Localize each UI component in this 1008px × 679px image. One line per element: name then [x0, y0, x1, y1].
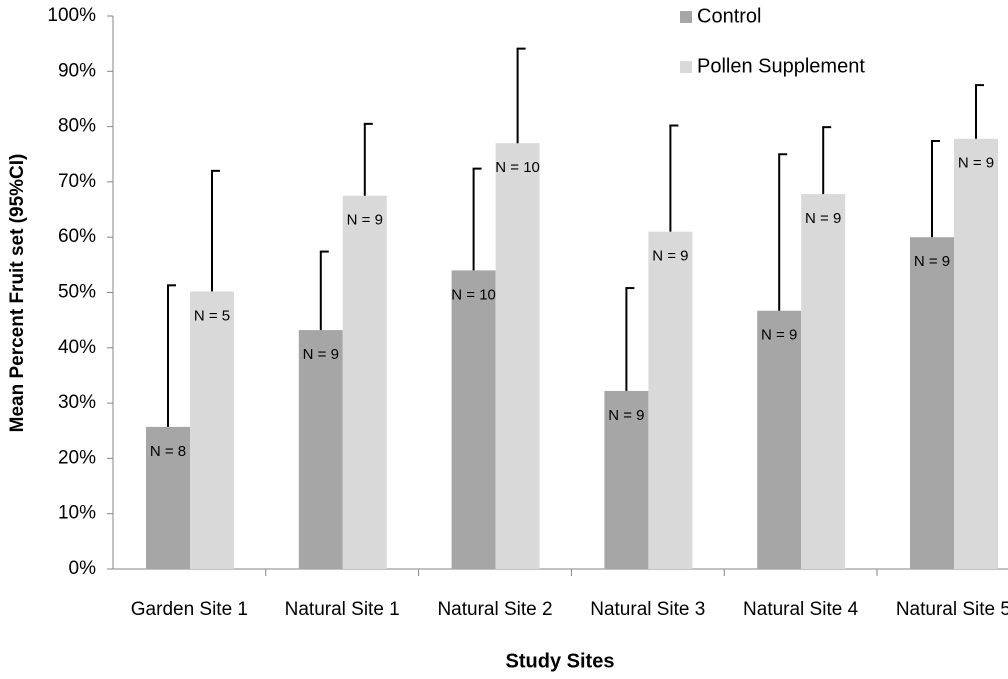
- legend-label: Pollen Supplement: [697, 55, 865, 77]
- x-tick-label: Natural Site 4: [743, 599, 859, 620]
- legend-swatch: [680, 11, 692, 23]
- n-label: N = 9: [761, 327, 797, 344]
- n-label: N = 10: [451, 286, 496, 303]
- n-label: N = 5: [194, 307, 230, 324]
- legend-swatch: [680, 61, 692, 73]
- bar: [146, 426, 190, 569]
- y-axis-title: Mean Percent Fruit set (95%CI): [7, 154, 28, 433]
- n-label: N = 9: [958, 155, 994, 172]
- x-tick-label: Natural Site 2: [437, 599, 552, 620]
- x-tick-label: Natural Site 5: [896, 599, 1008, 620]
- bar: [910, 237, 954, 569]
- y-tick-label: 70%: [58, 171, 96, 192]
- y-tick-label: 40%: [58, 337, 96, 358]
- n-label: N = 9: [652, 248, 688, 265]
- bar: [451, 270, 496, 569]
- y-tick-label: 60%: [58, 226, 96, 247]
- bar: [648, 231, 693, 570]
- bar: [757, 310, 802, 569]
- y-tick-label: 100%: [47, 5, 96, 26]
- n-label: N = 10: [495, 159, 540, 176]
- bar: [495, 143, 540, 569]
- y-tick-label: 10%: [58, 503, 96, 524]
- x-tick-label: Natural Site 3: [590, 599, 705, 620]
- bar: [190, 291, 234, 569]
- n-label: N = 8: [150, 443, 186, 460]
- y-tick-label: 30%: [58, 392, 96, 413]
- y-tick-label: 90%: [58, 60, 96, 81]
- bar: [801, 194, 846, 570]
- x-tick-label: Natural Site 1: [285, 599, 400, 620]
- bar: [954, 138, 998, 570]
- bar: [342, 195, 387, 569]
- legend-label: Control: [697, 5, 761, 27]
- bar: [604, 390, 649, 569]
- n-label: N = 9: [914, 253, 950, 270]
- n-label: N = 9: [347, 212, 383, 229]
- bar: [298, 330, 343, 569]
- n-label: N = 9: [805, 210, 841, 227]
- n-label: N = 9: [608, 407, 644, 424]
- y-tick-label: 0%: [69, 558, 97, 579]
- x-tick-label: Garden Site 1: [131, 599, 248, 620]
- y-tick-label: 20%: [58, 447, 96, 468]
- y-tick-label: 50%: [58, 282, 96, 303]
- y-tick-label: 80%: [58, 116, 96, 137]
- x-axis-title: Study Sites: [506, 650, 615, 672]
- n-label: N = 9: [303, 346, 339, 363]
